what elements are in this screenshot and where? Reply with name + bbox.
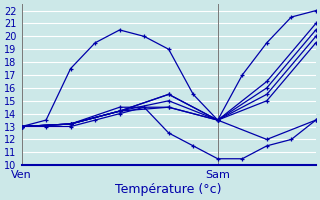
X-axis label: Température (°c): Température (°c)	[116, 183, 222, 196]
